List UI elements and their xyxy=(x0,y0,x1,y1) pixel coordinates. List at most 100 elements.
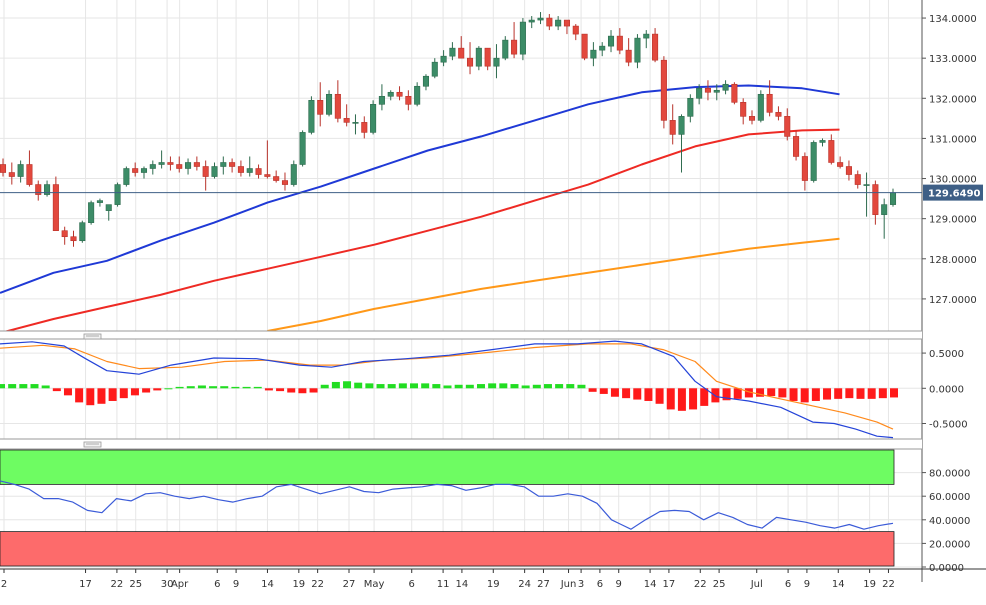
candle xyxy=(414,82,421,107)
rsi-tick-label: 20.0000 xyxy=(929,539,970,550)
candle-body xyxy=(370,104,377,133)
candle-body xyxy=(0,164,7,173)
candle-body xyxy=(96,200,103,203)
macd-hist-bar xyxy=(298,388,307,394)
candle xyxy=(511,22,518,59)
candle xyxy=(0,158,7,177)
candle-body xyxy=(563,19,570,27)
candle xyxy=(220,156,227,175)
macd-hist-bar xyxy=(19,384,28,389)
macd-hist-bar xyxy=(510,384,519,389)
macd-hist-bar xyxy=(376,384,385,389)
candle-body xyxy=(326,93,333,115)
candle-body xyxy=(519,21,526,55)
candle xyxy=(775,106,782,121)
candle-body xyxy=(784,116,791,137)
candle xyxy=(660,56,667,129)
macd-hist-bar xyxy=(677,388,686,411)
x-tick-label: 9 xyxy=(804,579,810,590)
candle xyxy=(246,156,253,177)
candle xyxy=(26,150,33,187)
macd-hist-bar xyxy=(878,388,887,399)
macd-hist-bar xyxy=(532,384,541,389)
candle xyxy=(881,198,888,239)
x-tick-label: 14 xyxy=(261,579,274,590)
candle-body xyxy=(599,45,606,51)
candle xyxy=(731,82,738,105)
macd-hist-bar xyxy=(264,388,273,391)
price-tick-label: 132.0000 xyxy=(929,94,977,105)
candle-body xyxy=(493,57,500,67)
x-tick-label: 3 xyxy=(578,579,584,590)
macd-hist-bar xyxy=(220,386,229,389)
candle xyxy=(555,16,562,31)
macd-hist-bar xyxy=(800,388,809,403)
candle xyxy=(493,44,500,79)
x-tick-label: 25 xyxy=(129,579,142,590)
macd-hist-bar xyxy=(130,388,139,396)
candle-body xyxy=(352,122,359,124)
candle xyxy=(396,86,403,101)
candle xyxy=(748,110,756,125)
candle xyxy=(255,164,262,179)
candle-body xyxy=(854,174,861,185)
price-tick-label: 127.0000 xyxy=(929,295,977,306)
candle-body xyxy=(793,136,800,157)
candle xyxy=(361,116,368,139)
candle xyxy=(801,152,808,191)
candle xyxy=(722,80,729,95)
macd-hist-bar xyxy=(789,388,798,401)
candle-body xyxy=(449,47,456,57)
x-tick-label: 27 xyxy=(537,579,550,590)
macd-hist-bar xyxy=(231,386,240,389)
candle xyxy=(669,104,676,145)
x-tick-label: 27 xyxy=(343,579,356,590)
candle xyxy=(863,172,870,217)
macd-hist-bar xyxy=(689,388,698,410)
candle-body xyxy=(255,168,262,175)
macd-hist-bar xyxy=(287,388,296,393)
candle-body xyxy=(281,180,289,185)
candle-body xyxy=(546,17,553,27)
candle-body xyxy=(123,168,130,185)
panel-resize-handle xyxy=(83,333,102,340)
candle xyxy=(475,46,482,71)
candle xyxy=(563,19,570,35)
candle-body xyxy=(757,93,764,121)
macd-hist-bar xyxy=(555,384,564,389)
candle xyxy=(308,96,315,135)
macd-hist-bar xyxy=(410,383,419,389)
candle xyxy=(757,90,764,123)
macd-hist-bar xyxy=(588,388,597,392)
candle-body xyxy=(555,19,562,27)
macd-hist-bar xyxy=(253,386,262,389)
candle-body xyxy=(528,19,535,23)
candle xyxy=(607,30,615,53)
x-tick-label: 22 xyxy=(111,579,124,590)
candle-body xyxy=(299,132,306,165)
candle xyxy=(696,84,703,105)
candle xyxy=(61,226,68,245)
macd-hist-bar xyxy=(52,388,61,392)
x-tick-label: 19 xyxy=(292,579,305,590)
candle xyxy=(167,156,174,171)
candle-body xyxy=(387,91,394,97)
candle xyxy=(114,182,121,207)
rsi-line xyxy=(0,480,894,530)
panel-frames xyxy=(0,0,986,582)
x-tick-label: 17 xyxy=(79,579,92,590)
candle xyxy=(343,104,350,127)
moving-averages xyxy=(0,84,840,334)
x-tick-label: 14 xyxy=(832,579,845,590)
macd-hist-bar xyxy=(622,388,631,399)
candle-body xyxy=(713,89,720,93)
ma-mid-line xyxy=(0,128,840,334)
candle xyxy=(546,14,553,31)
candle-body xyxy=(872,184,879,215)
x-tick-label: 19 xyxy=(487,579,500,590)
candle-body xyxy=(881,204,888,215)
x-tick-label: 6 xyxy=(597,579,603,590)
candle-body xyxy=(26,164,33,185)
candle-body xyxy=(810,142,817,181)
macd-hist-bar xyxy=(343,381,352,389)
